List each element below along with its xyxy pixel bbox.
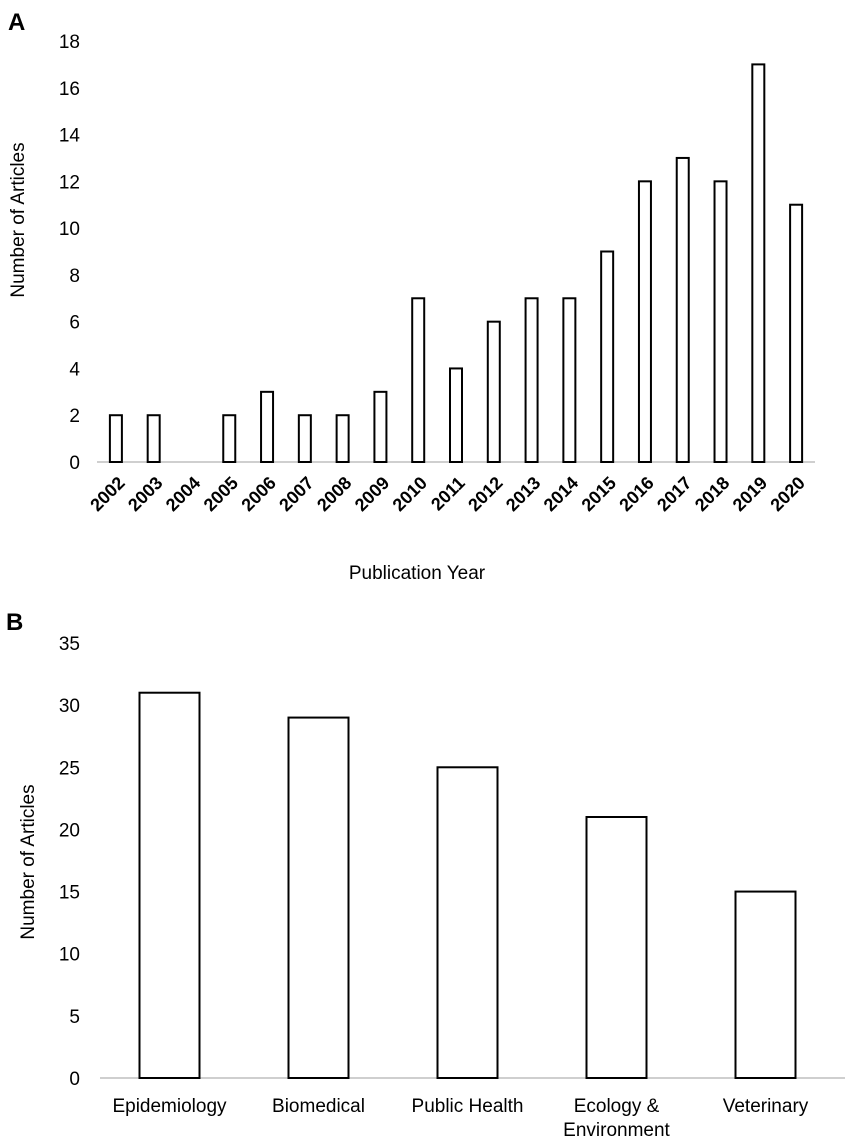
chart-b: B Number of Articles 0 5 10 15 20 25 30 35 Epid…: [6, 609, 845, 1141]
chart-a-x-ticks: 2002200320042005200620072008200920102011…: [86, 473, 809, 515]
chart-b-y-tick-label: 10: [59, 945, 80, 966]
chart-a-x-tick-label: 2014: [540, 473, 582, 515]
chart-a-y-tick-label: 0: [69, 453, 80, 474]
chart-a-y-ticks: 0 2 4 6 8 10 12 14 16 18: [59, 32, 81, 474]
chart-a-bar: [637, 180, 652, 463]
chart-b-y-tick-label: 15: [59, 883, 80, 904]
chart-b-bar: [436, 766, 499, 1079]
chart-b-y-tick-label: 5: [69, 1007, 80, 1028]
chart-a-bar: [789, 203, 804, 463]
chart-a-bar: [562, 297, 577, 463]
chart-a-x-tick-label: 2018: [691, 473, 733, 515]
chart-a-x-tick-label: 2012: [464, 473, 506, 515]
chart-a-bar: [675, 156, 690, 463]
chart-a-bar: [222, 414, 237, 464]
panel-label-b: B: [6, 609, 23, 636]
chart-a-x-tick-label: 2011: [427, 473, 469, 515]
chart-b-y-tick-label: 30: [59, 696, 80, 717]
chart-a-bar: [524, 297, 539, 463]
chart-a-x-tick-label: 2003: [124, 473, 166, 515]
chart-a-y-tick-label: 4: [69, 359, 80, 380]
chart-a-x-axis-label: Publication Year: [349, 563, 486, 584]
chart-a-x-tick-label: 2019: [729, 473, 771, 515]
chart-b-bar: [585, 816, 648, 1079]
chart-b-bar: [138, 691, 201, 1079]
chart-b-y-tick-label: 0: [69, 1069, 80, 1090]
chart-a-y-tick-label: 2: [69, 406, 80, 427]
chart-a-y-axis-label: Number of Articles: [8, 142, 29, 297]
chart-a-y-tick-label: 12: [59, 172, 80, 193]
chart-a-y-tick-label: 8: [69, 266, 80, 287]
chart-b-x-tick-label: Veterinary: [723, 1096, 809, 1117]
chart-a-x-tick-label: 2002: [86, 473, 128, 515]
chart-a-y-tick-label: 6: [69, 313, 80, 334]
chart-a-bars: [108, 63, 804, 464]
chart-a-x-tick-label: 2006: [237, 473, 279, 515]
chart-a-x-tick-label: 2016: [615, 473, 657, 515]
chart-a-bar: [260, 390, 275, 464]
panel-label-a: A: [8, 9, 25, 36]
chart-a-bar: [449, 367, 463, 464]
chart-a-x-tick-label: 2013: [502, 473, 544, 515]
chart-a-y-tick-label: 16: [59, 79, 80, 100]
chart-b-y-tick-label: 25: [59, 758, 80, 779]
chart-a-bar: [486, 320, 501, 463]
chart-b-bar: [287, 716, 350, 1079]
chart-a-x-tick-label: 2015: [578, 473, 620, 515]
chart-a-x-tick-label: 2005: [200, 473, 242, 515]
chart-a-x-tick-label: 2008: [313, 473, 355, 515]
chart-a-bar: [335, 414, 350, 464]
chart-a-y-tick-label: 18: [59, 32, 80, 53]
chart-a-y-tick-label: 10: [59, 219, 80, 240]
chart-a-bar: [108, 414, 123, 464]
chart-a-x-tick-label: 2020: [766, 473, 808, 515]
chart-b-x-tick-label: Biomedical: [272, 1096, 365, 1117]
chart-a-y-tick-label: 14: [59, 126, 81, 147]
chart-a-bar: [297, 414, 312, 464]
chart-b-bar: [734, 890, 797, 1079]
chart-a-bar: [411, 297, 426, 463]
chart-b-y-ticks: 0 5 10 15 20 25 30 35: [59, 634, 80, 1090]
chart-a-bar: [373, 390, 388, 464]
chart-a-x-tick-label: 2010: [389, 473, 431, 515]
chart-b-x-tick-label: Environment: [563, 1120, 670, 1141]
chart-a-bar: [600, 250, 615, 463]
chart-a-bar: [751, 63, 766, 463]
chart-b-x-tick-label: Epidemiology: [112, 1096, 227, 1117]
chart-a: A Number of Articles 0 2 4 6 8 10 12 14 16 18 200…: [8, 9, 815, 584]
chart-b-y-axis-label: Number of Articles: [18, 784, 39, 939]
chart-b-x-tick-label: Public Health: [412, 1096, 524, 1117]
chart-b-x-tick-label: Ecology &: [574, 1096, 660, 1117]
chart-a-x-tick-label: 2017: [653, 473, 695, 515]
chart-a-x-tick-label: 2004: [162, 473, 204, 515]
chart-a-bar: [146, 414, 161, 464]
chart-b-x-ticks: Epidemiology Biomedical Public Health Ecolo…: [112, 1096, 808, 1141]
chart-b-bars: [138, 691, 797, 1079]
chart-b-y-tick-label: 20: [59, 820, 80, 841]
chart-a-bar: [713, 180, 728, 463]
chart-b-y-tick-label: 35: [59, 634, 80, 655]
chart-a-x-tick-label: 2009: [351, 473, 393, 515]
chart-a-x-tick-label: 2007: [275, 473, 317, 515]
